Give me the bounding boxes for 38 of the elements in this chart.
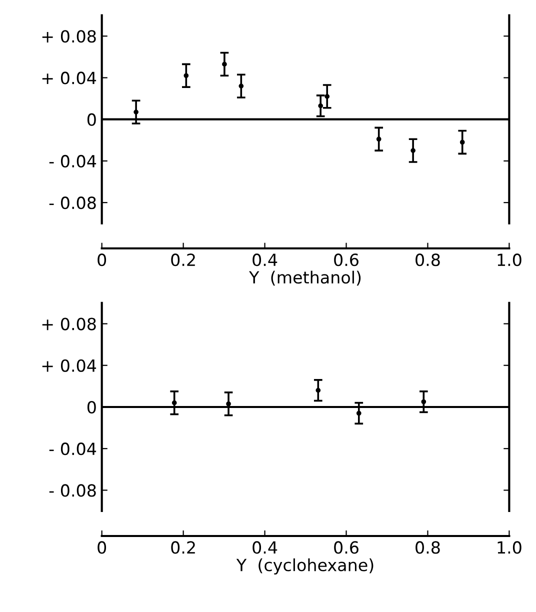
point xyxy=(356,410,362,416)
x-tick-label: 0.4 xyxy=(252,254,278,266)
y-tick-label: - 0.04 xyxy=(49,154,96,168)
y-tick-label: + 0.08 xyxy=(42,30,96,43)
y-tick-label: 0 xyxy=(87,400,96,414)
x-tick-label: 0 xyxy=(98,254,106,266)
x-tick-label: 1.0 xyxy=(498,254,522,266)
x-tick-label: 0.8 xyxy=(416,254,440,266)
point xyxy=(226,401,231,406)
y-tick-label: - 0.08 xyxy=(49,484,96,497)
x-tick-label: 0.6 xyxy=(334,254,358,266)
point xyxy=(376,136,382,142)
x-axis-title: Y (methanol) xyxy=(249,270,361,286)
point xyxy=(134,110,138,114)
point xyxy=(324,94,330,99)
x-tick-label: 0.2 xyxy=(171,541,195,554)
y-tick-label: - 0.08 xyxy=(49,196,96,210)
point xyxy=(318,103,324,108)
y-tick-label: + 0.04 xyxy=(42,359,96,372)
y-tick-label: - 0.04 xyxy=(49,442,96,456)
point xyxy=(421,399,426,404)
x-tick-label: 0 xyxy=(98,541,106,554)
point xyxy=(460,140,465,145)
y-tick-label: 0 xyxy=(87,113,96,126)
point xyxy=(222,62,227,67)
x-tick-label: 1.0 xyxy=(498,541,522,554)
x-tick-label: 0.2 xyxy=(171,254,195,266)
point xyxy=(410,148,416,153)
x-tick-label: 0.8 xyxy=(416,541,440,554)
x-axis-title: Y (cyclohexane) xyxy=(236,558,374,575)
y-tick-label: + 0.04 xyxy=(42,72,96,84)
point xyxy=(184,73,189,78)
y-tick-label: + 0.08 xyxy=(42,318,96,330)
x-tick-label: 0.4 xyxy=(252,541,278,554)
point xyxy=(238,84,244,88)
point xyxy=(316,388,321,393)
x-tick-label: 0.6 xyxy=(334,541,358,554)
point xyxy=(172,400,177,406)
